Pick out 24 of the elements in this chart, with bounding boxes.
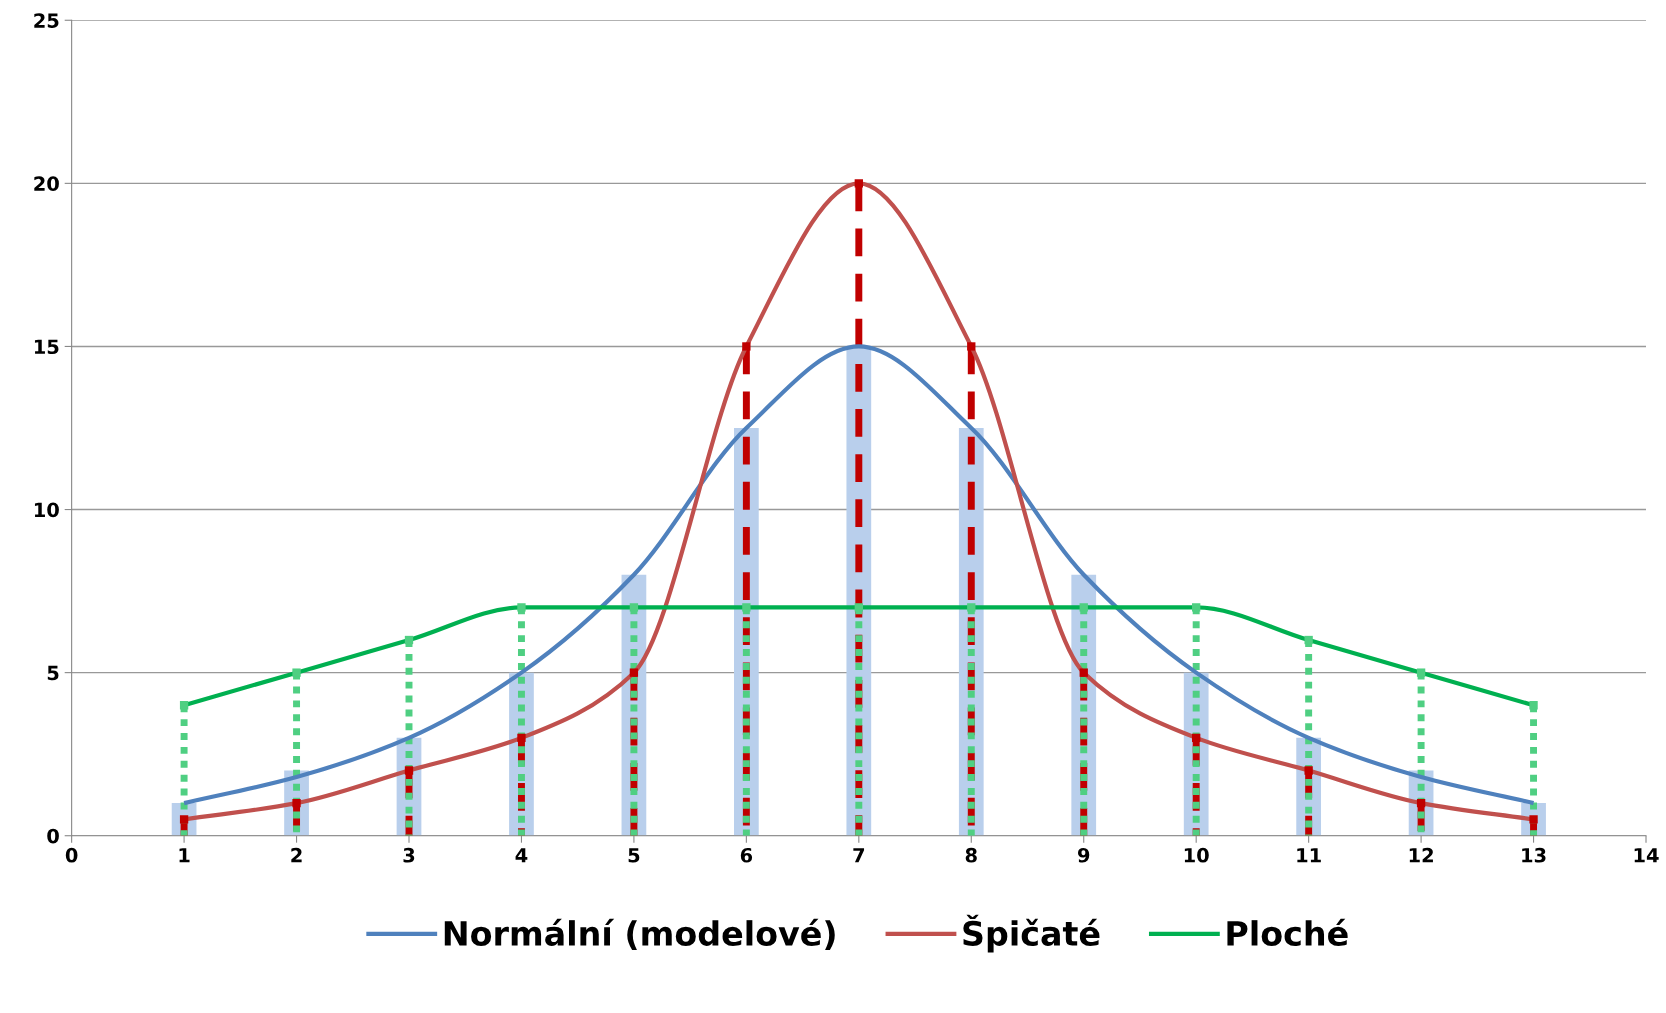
y-tick-label: 5 [47,665,59,681]
y-tick-label: 20 [34,176,59,192]
x-tick-label: 14 [1634,848,1659,863]
x-tick-label: 3 [403,847,415,863]
x-tick-label: 10 [1184,847,1209,863]
y-tick-label: 0 [47,828,59,844]
y-tick-label: 10 [34,502,59,518]
x-tick-label: 6 [740,847,753,863]
x-tick-label: 1 [179,848,190,863]
x-tick-label: 12 [1409,847,1433,863]
legend-label: Normální (modelové) [444,918,835,950]
x-tick-label: 9 [1077,847,1090,863]
y-tick-label: 15 [34,339,59,355]
x-tick-label: 11 [1297,848,1321,863]
x-tick-label: 8 [965,847,977,863]
x-tick-label: 2 [291,847,302,863]
y-tick-label: 25 [34,13,59,28]
x-tick-label: 0 [65,847,78,863]
x-tick-label: 5 [628,848,640,863]
x-tick-label: 4 [515,848,528,863]
legend-label: Špičaté [963,914,1100,953]
x-tick-label: 13 [1522,847,1546,863]
x-tick-label: 7 [853,848,865,863]
legend-label: Ploché [1227,918,1348,946]
